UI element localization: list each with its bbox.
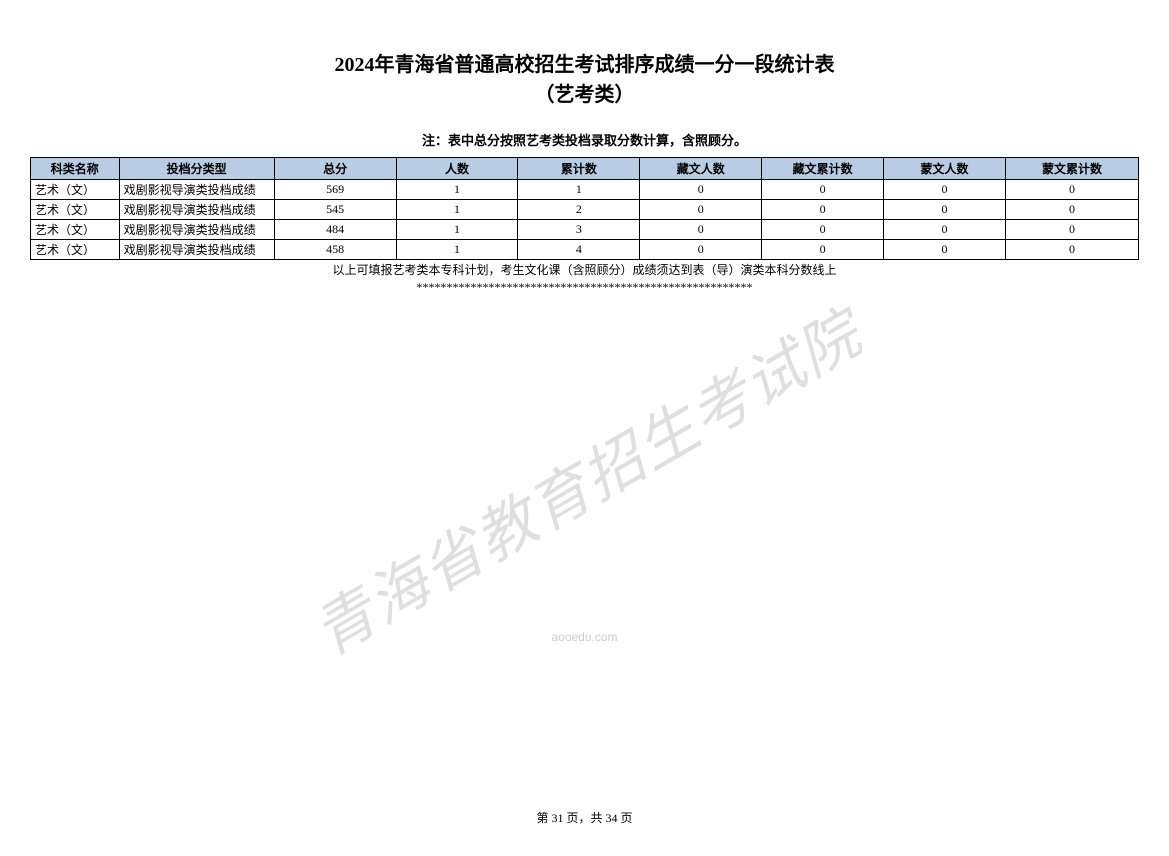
- table-header-cell: 投档分类型: [119, 158, 274, 180]
- small-watermark: aooedu.com: [551, 630, 617, 644]
- table-cell: 0: [884, 220, 1006, 240]
- table-cell: 0: [1005, 220, 1138, 240]
- table-cell: 戏剧影视导演类投档成绩: [119, 220, 274, 240]
- table-cell: 戏剧影视导演类投档成绩: [119, 240, 274, 260]
- table-cell: 戏剧影视导演类投档成绩: [119, 200, 274, 220]
- table-cell: 0: [762, 200, 884, 220]
- table-header-cell: 蒙文累计数: [1005, 158, 1138, 180]
- table-cell: 0: [884, 180, 1006, 200]
- table-row: 艺术（文）戏剧影视导演类投档成绩458140000: [31, 240, 1139, 260]
- table-header-cell: 总分: [274, 158, 396, 180]
- table-cell: 1: [518, 180, 640, 200]
- table-cell: 0: [884, 200, 1006, 220]
- title-block: 2024年青海省普通高校招生考试排序成绩一分一段统计表 （艺考类）: [30, 50, 1139, 110]
- footer-stars: ****************************************…: [30, 279, 1139, 296]
- footer-note: 以上可填报艺考类本专科计划，考生文化课（含照顾分）成绩须达到表（导）演类本科分数…: [30, 262, 1139, 279]
- page-title-line1: 2024年青海省普通高校招生考试排序成绩一分一段统计表: [30, 50, 1139, 80]
- page-container: 2024年青海省普通高校招生考试排序成绩一分一段统计表 （艺考类） 注：表中总分…: [0, 0, 1169, 326]
- table-cell: 0: [1005, 200, 1138, 220]
- table-cell: 4: [518, 240, 640, 260]
- table-cell: 艺术（文）: [31, 180, 120, 200]
- table-cell: 0: [640, 220, 762, 240]
- table-header-cell: 科类名称: [31, 158, 120, 180]
- table-cell: 0: [640, 180, 762, 200]
- table-cell: 1: [396, 180, 518, 200]
- table-note: 注：表中总分按照艺考类投档录取分数计算，含照顾分。: [30, 130, 1139, 149]
- table-header-cell: 累计数: [518, 158, 640, 180]
- table-cell: 0: [762, 180, 884, 200]
- table-header-cell: 藏文累计数: [762, 158, 884, 180]
- table-cell: 0: [640, 240, 762, 260]
- score-table: 科类名称 投档分类型 总分 人数 累计数 藏文人数 藏文累计数 蒙文人数 蒙文累…: [30, 157, 1139, 260]
- table-cell: 0: [884, 240, 1006, 260]
- table-header-row: 科类名称 投档分类型 总分 人数 累计数 藏文人数 藏文累计数 蒙文人数 蒙文累…: [31, 158, 1139, 180]
- table-cell: 艺术（文）: [31, 220, 120, 240]
- table-header-cell: 蒙文人数: [884, 158, 1006, 180]
- table-cell: 545: [274, 200, 396, 220]
- table-cell: 戏剧影视导演类投档成绩: [119, 180, 274, 200]
- table-cell: 3: [518, 220, 640, 240]
- table-cell: 1: [396, 200, 518, 220]
- table-cell: 艺术（文）: [31, 200, 120, 220]
- table-cell: 1: [396, 240, 518, 260]
- table-row: 艺术（文）戏剧影视导演类投档成绩484130000: [31, 220, 1139, 240]
- table-cell: 0: [762, 220, 884, 240]
- table-cell: 1: [396, 220, 518, 240]
- table-header-cell: 藏文人数: [640, 158, 762, 180]
- table-cell: 0: [1005, 180, 1138, 200]
- table-cell: 0: [640, 200, 762, 220]
- table-cell: 2: [518, 200, 640, 220]
- table-cell: 458: [274, 240, 396, 260]
- page-title-line2: （艺考类）: [30, 80, 1139, 110]
- table-cell: 0: [1005, 240, 1138, 260]
- table-cell: 484: [274, 220, 396, 240]
- page-number: 第 31 页，共 34 页: [536, 809, 632, 826]
- watermark-text: 青海省教育招生考试院: [294, 287, 874, 672]
- table-cell: 569: [274, 180, 396, 200]
- table-cell: 艺术（文）: [31, 240, 120, 260]
- table-header-cell: 人数: [396, 158, 518, 180]
- table-cell: 0: [762, 240, 884, 260]
- table-row: 艺术（文）戏剧影视导演类投档成绩569110000: [31, 180, 1139, 200]
- table-row: 艺术（文）戏剧影视导演类投档成绩545120000: [31, 200, 1139, 220]
